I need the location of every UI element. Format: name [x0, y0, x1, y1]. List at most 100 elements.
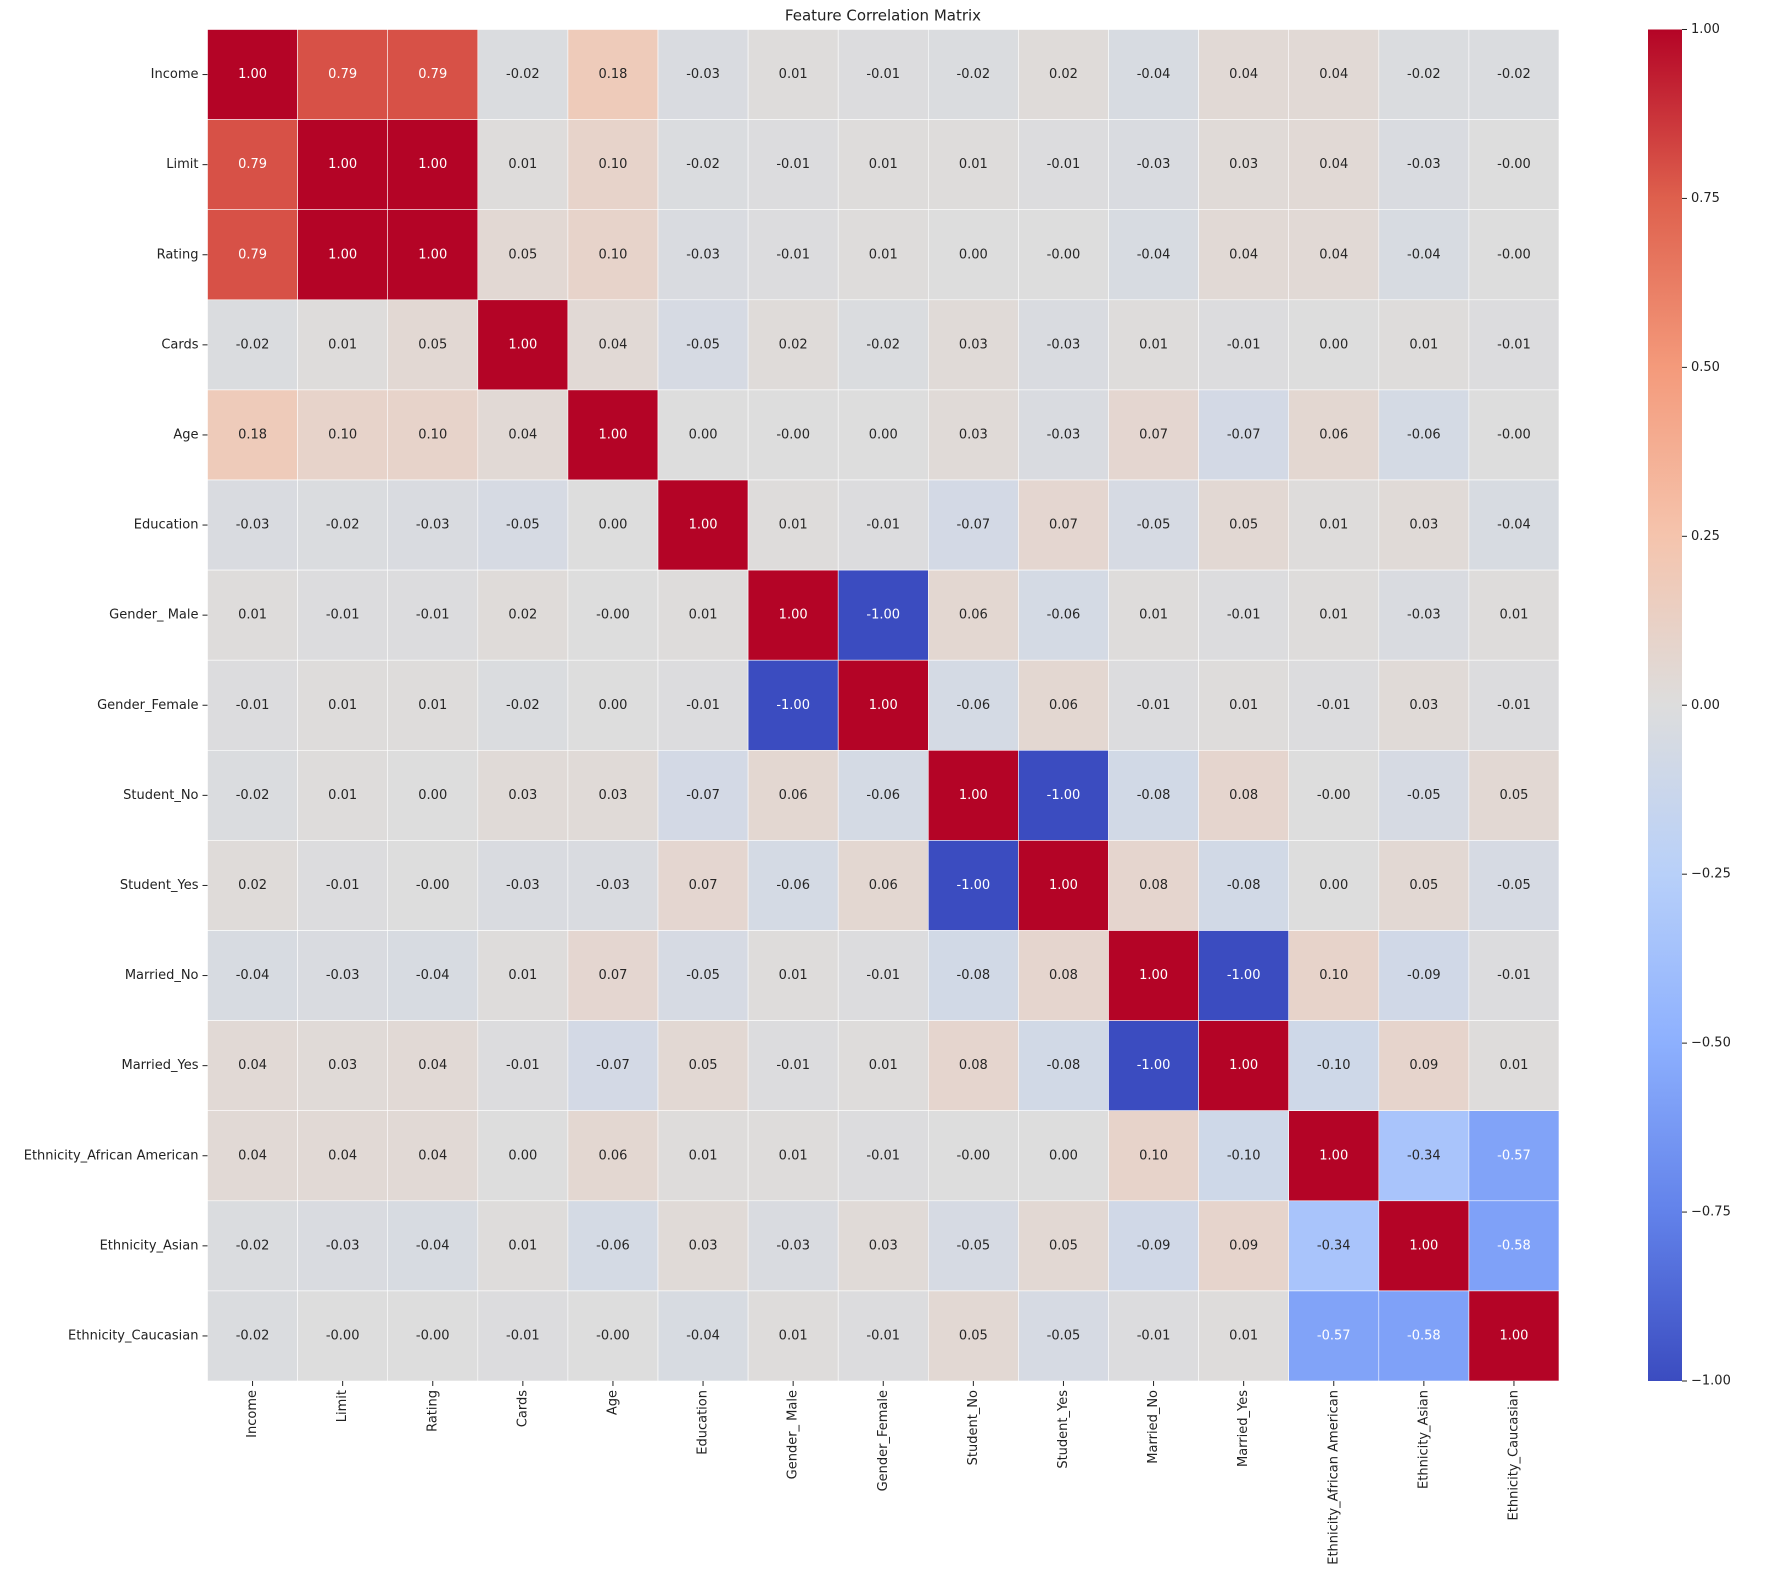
heatmap-cell [657, 119, 749, 210]
heatmap-cell [657, 29, 749, 120]
heatmap-cell [657, 479, 749, 571]
cell-label: -0.03 [326, 1238, 360, 1253]
heatmap-cell [297, 1020, 389, 1111]
heatmap-cell [477, 1290, 569, 1382]
cell-label: -0.01 [866, 518, 900, 533]
x-tick-label: Student_Yes [1056, 1390, 1071, 1469]
x-tick-label: Age [605, 1390, 620, 1415]
heatmap-cell [1018, 1290, 1109, 1382]
heatmap-cell [1468, 29, 1560, 120]
heatmap-cell [1378, 840, 1470, 931]
cell-label: 0.00 [959, 247, 988, 262]
cell-label: -0.01 [506, 1328, 540, 1343]
heatmap-cell [1378, 1020, 1470, 1111]
cell-label: 0.01 [1229, 1328, 1258, 1343]
heatmap-cell [927, 840, 1019, 931]
cell-label: -0.00 [1497, 427, 1531, 442]
cell-label: -0.02 [506, 698, 540, 713]
heatmap-cell [1378, 119, 1470, 210]
y-tick-label: Ethnicity_Asian [100, 1238, 199, 1253]
cell-label: 0.01 [508, 1238, 537, 1253]
y-tick-label: Cards [161, 337, 198, 352]
heatmap-cell [1378, 659, 1470, 751]
y-tick-label: Married_Yes [122, 1058, 199, 1073]
cell-label: -0.01 [776, 1058, 810, 1073]
cell-label: 0.00 [418, 788, 447, 803]
cell-label: -0.08 [957, 968, 991, 983]
y-tick-label: Married_No [125, 968, 199, 983]
cell-label: -0.05 [506, 518, 540, 533]
heatmap-cell [1288, 930, 1380, 1021]
heatmap-cell [1018, 1200, 1109, 1292]
cell-label: 0.03 [959, 427, 988, 442]
heatmap-cell [747, 209, 839, 301]
cell-label: 0.05 [1049, 1238, 1078, 1253]
x-tick-label: Married_No [1146, 1390, 1161, 1464]
cell-label: -0.01 [866, 968, 900, 983]
cell-label: -0.02 [686, 157, 720, 172]
cell-label: 0.01 [328, 337, 357, 352]
heatmap-cell [1018, 389, 1109, 481]
heatmap-cell [747, 569, 839, 661]
cell-label: 0.01 [418, 698, 447, 713]
heatmap-cell [1468, 749, 1560, 841]
cell-label: -0.01 [236, 698, 270, 713]
heatmap-cell [1018, 749, 1109, 841]
heatmap-cell [207, 1020, 298, 1111]
cell-label: -1.00 [1227, 968, 1261, 983]
heatmap-cell [1468, 1110, 1560, 1202]
heatmap-cell [747, 840, 839, 931]
cell-label: 0.79 [238, 157, 267, 172]
cell-label: 0.04 [508, 427, 537, 442]
cell-label: -0.01 [866, 67, 900, 82]
heatmap-cell [1288, 479, 1380, 571]
cell-label: -0.08 [1227, 878, 1261, 893]
cell-label: 0.02 [779, 337, 808, 352]
heatmap-cell [207, 299, 298, 391]
cell-label: 0.01 [1139, 337, 1168, 352]
heatmap-cell [747, 1200, 839, 1292]
heatmap-cell [1378, 479, 1470, 571]
cell-label: -0.01 [1227, 337, 1261, 352]
cell-label: -0.08 [1047, 1058, 1081, 1073]
x-tick-label: Ethnicity_Asian [1416, 1390, 1431, 1489]
heatmap-cell [1468, 930, 1560, 1021]
cell-label: 0.03 [598, 788, 627, 803]
cell-label: 1.00 [689, 518, 718, 533]
y-tick-label: Student_No [123, 788, 198, 803]
cell-label: 0.01 [869, 157, 898, 172]
cell-label: 0.02 [508, 608, 537, 623]
heatmap-cell [1468, 1020, 1560, 1111]
cell-label: 1.00 [1139, 968, 1168, 983]
cell-label: -1.00 [1047, 788, 1081, 803]
heatmap-cell [1198, 29, 1289, 120]
heatmap-cell [1288, 1110, 1380, 1202]
heatmap-cell [1108, 1200, 1199, 1292]
heatmap-cell [1468, 389, 1560, 481]
heatmap-cell [477, 119, 569, 210]
heatmap-cell [387, 1110, 479, 1202]
cell-label: -0.06 [866, 788, 900, 803]
heatmap-cell [747, 1020, 839, 1111]
colorbar-tick-label: −0.75 [1691, 1205, 1731, 1220]
heatmap-cell [1378, 569, 1470, 661]
x-tick-label: Ethnicity_African American [1326, 1390, 1341, 1565]
heatmap-cell [747, 1290, 839, 1382]
heatmap-cell [207, 659, 298, 751]
heatmap-cell [1108, 1290, 1199, 1382]
heatmap-cell [477, 1020, 569, 1111]
cell-label: 1.00 [959, 788, 988, 803]
cell-label: -0.00 [1317, 788, 1351, 803]
heatmap-cell [747, 1110, 839, 1202]
cell-label: 0.05 [418, 337, 447, 352]
cell-label: 0.07 [598, 968, 627, 983]
cell-label: -0.00 [1497, 247, 1531, 262]
cell-label: 0.09 [1229, 1238, 1258, 1253]
cell-label: -1.00 [1137, 1058, 1171, 1073]
heatmap-cell [837, 299, 929, 391]
heatmap-cell [837, 569, 929, 661]
cell-label: -0.34 [1317, 1238, 1351, 1253]
heatmap-cell [207, 569, 298, 661]
y-tick-label: Ethnicity_African American [24, 1148, 199, 1163]
cell-label: -0.03 [506, 878, 540, 893]
